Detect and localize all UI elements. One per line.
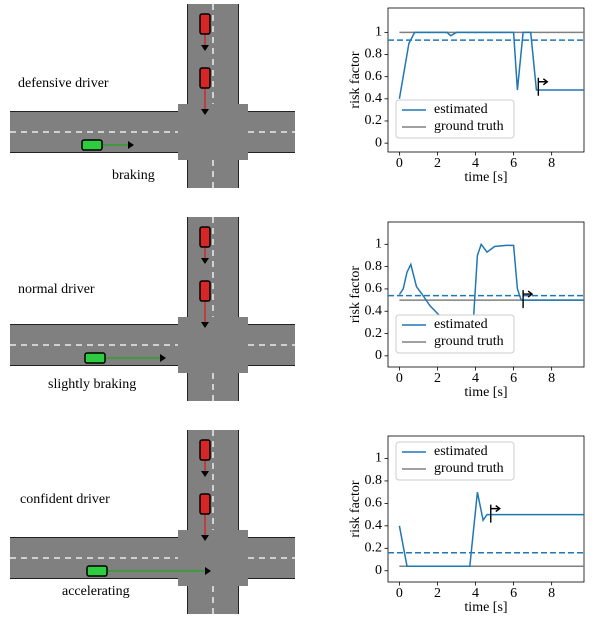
legend-label: estimated: [434, 317, 488, 332]
green-car: [81, 139, 103, 151]
y-tick-label: 0.8: [365, 47, 383, 62]
x-tick-label: 4: [472, 371, 479, 386]
action-label: accelerating: [62, 584, 130, 599]
x-tick-label: 0: [396, 586, 403, 601]
road: [178, 104, 248, 160]
legend-label: ground truth: [434, 334, 504, 349]
driver-label: defensive driver: [18, 76, 109, 91]
y-tick-label: 0.2: [365, 113, 383, 128]
x-tick-label: 8: [548, 586, 555, 601]
action-label: braking: [112, 168, 155, 183]
red-car: [199, 13, 211, 35]
arrow-head: [205, 567, 211, 575]
y-tick-label: 1: [375, 451, 382, 466]
legend-label: ground truth: [434, 119, 504, 134]
y-axis-label: risk factor: [348, 51, 363, 108]
marker-flag: [522, 290, 534, 309]
y-tick-label: 0.4: [365, 303, 383, 318]
x-tick-label: 0: [396, 156, 403, 171]
x-tick-label: 2: [434, 371, 441, 386]
y-tick-label: 0: [375, 135, 382, 150]
y-tick-label: 0.2: [365, 326, 383, 341]
x-axis-label: time [s]: [464, 170, 507, 185]
red-car: [199, 439, 211, 461]
x-tick-label: 6: [510, 371, 517, 386]
y-tick-label: 0.4: [365, 518, 383, 533]
road: [178, 317, 248, 373]
driver-label: normal driver: [18, 282, 95, 297]
intersection: [10, 4, 295, 188]
y-tick-label: 0.4: [365, 91, 383, 106]
y-axis-label: risk factor: [348, 480, 363, 537]
series-line: [398, 492, 584, 568]
intersection: [10, 217, 295, 401]
x-tick-label: 2: [434, 586, 441, 601]
y-tick-label: 0.8: [365, 259, 383, 274]
x-tick-label: 2: [434, 156, 441, 171]
arrow-head: [201, 258, 209, 264]
y-tick-label: 0.8: [365, 473, 383, 488]
arrow-head: [201, 322, 209, 328]
legend-label: estimated: [434, 444, 488, 459]
red-car: [199, 493, 211, 515]
action-label: slightly braking: [48, 377, 136, 392]
arrow-head: [201, 109, 209, 115]
x-tick-label: 8: [548, 156, 555, 171]
y-tick-label: 1: [375, 237, 382, 252]
x-tick-label: 6: [510, 156, 517, 171]
green-car: [84, 352, 106, 364]
x-tick-label: 4: [472, 156, 479, 171]
legend-label: ground truth: [434, 461, 504, 476]
x-tick-label: 0: [396, 371, 403, 386]
marker-flag: [537, 77, 549, 96]
arrow-head: [160, 354, 166, 362]
series-line: [398, 31, 584, 99]
y-tick-label: 1: [375, 25, 382, 40]
legend-label: estimated: [434, 102, 488, 117]
arrow-head: [128, 141, 134, 149]
y-tick-label: 0.6: [365, 69, 383, 84]
red-car: [199, 67, 211, 89]
road: [178, 530, 248, 586]
y-axis-label: risk factor: [348, 266, 363, 323]
green-car: [86, 565, 108, 577]
red-car: [199, 226, 211, 248]
intersection: [10, 430, 295, 614]
x-tick-label: 4: [472, 586, 479, 601]
x-axis-label: time [s]: [464, 600, 507, 615]
x-axis-label: time [s]: [464, 385, 507, 400]
red-car: [199, 280, 211, 302]
arrow-head: [201, 535, 209, 541]
y-tick-label: 0: [375, 348, 382, 363]
y-tick-label: 0.6: [365, 281, 383, 296]
marker-flag: [490, 504, 501, 523]
x-tick-label: 6: [510, 586, 517, 601]
x-tick-label: 8: [548, 371, 555, 386]
arrow-head: [201, 45, 209, 51]
y-tick-label: 0.6: [365, 496, 383, 511]
driver-label: confident driver: [20, 492, 110, 507]
y-tick-label: 0.2: [365, 541, 383, 556]
arrow-head: [201, 471, 209, 477]
y-tick-label: 0: [375, 563, 382, 578]
